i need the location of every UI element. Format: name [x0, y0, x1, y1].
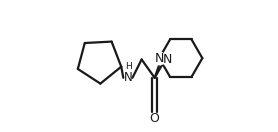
Text: N: N — [123, 71, 132, 84]
Text: H: H — [126, 62, 132, 71]
Text: N: N — [163, 53, 172, 66]
Text: O: O — [150, 112, 160, 125]
Text: N: N — [155, 52, 164, 65]
